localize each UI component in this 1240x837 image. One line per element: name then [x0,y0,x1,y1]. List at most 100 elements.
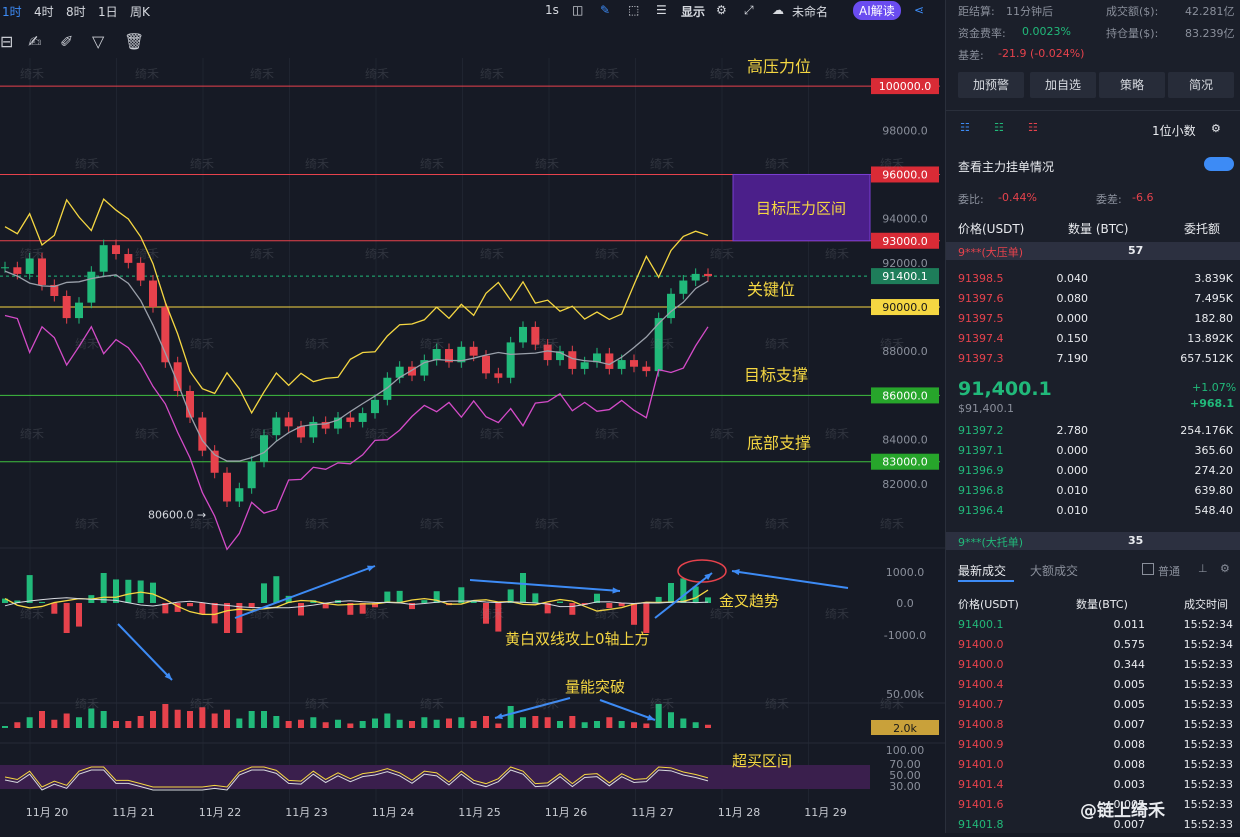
bid-row[interactable]: 91396.4 0.010 548.40 [946,502,1240,522]
brush-icon[interactable]: ✐ [60,32,74,51]
resistance-zone [732,173,871,242]
expand-icon[interactable]: ⬚ [628,3,640,17]
display-button[interactable]: 显示 [681,5,706,19]
ask-row[interactable]: 91397.6 0.080 7.495K [946,290,1240,310]
layout-name[interactable]: 未命名 [792,5,829,19]
watermark-text: 绮禾 [880,337,904,351]
big-ask-row[interactable]: 9***(大压单) 57 [946,242,1240,260]
cell-price: 91397.4 [958,332,1004,345]
settings-icon[interactable]: ⚙ [1211,122,1221,135]
bid-row[interactable]: 91397.2 2.780 254.176K [946,422,1240,442]
timeframe-4h[interactable]: 4时 [34,5,54,19]
overview-button[interactable]: 简况 [1168,72,1234,98]
bid-row[interactable]: 91396.9 0.000 274.20 [946,462,1240,482]
normal-checkbox[interactable] [1142,563,1154,575]
settings-icon-side[interactable]: ⚙ [1220,562,1230,575]
timeframe-8h[interactable]: 8时 [66,5,86,19]
volume-bar [113,721,119,728]
crosshair-icon[interactable]: ⊟ [0,32,14,51]
timeframe-1d[interactable]: 1日 [98,5,118,19]
timeframe-1h[interactable]: 1时 [2,5,22,19]
macd-tick: 1000.0 [886,566,925,579]
watermark-text: 绮禾 [305,697,329,711]
main-orders-toggle[interactable] [1204,157,1234,171]
level-tag [871,166,939,183]
header-qty[interactable]: 数量 (BTC) [1068,222,1129,236]
tab-big-trades[interactable]: 大额成交 [1030,564,1079,578]
seconds-toggle[interactable]: 1s [545,3,559,17]
header-amount[interactable]: 委托额 [1184,222,1221,236]
strategy-button[interactable]: 策略 [1099,72,1165,98]
trash-icon[interactable]: 🗑 [124,32,145,51]
candle-body [13,267,22,274]
header-price: 价格(USDT) [958,222,1025,236]
cell-value: 365.60 [1194,444,1234,457]
filter-icon[interactable]: ▽ [92,32,105,51]
chart-area[interactable]: 100000.0 96000.0 93000.0 90000.0 86000.0 8300… [0,57,945,833]
candle-body [642,366,651,372]
add-favorite-button[interactable]: 加自选 [1030,72,1096,98]
x-axis-label: 11月 25 [458,806,501,819]
trade-row: 91401.0 0.008 15:52:33 [946,756,1240,776]
watermark-text: 绮禾 [250,427,274,441]
add-alert-button[interactable]: 加预警 [958,72,1024,98]
settle-value: 11分钟后 [1006,5,1053,18]
filter-icon-side[interactable]: ⊥ [1198,562,1208,575]
timeframe-week[interactable]: 周K [130,5,150,19]
funding-value: 0.0023% [1022,25,1071,38]
volume-bar [261,711,267,728]
arrow-down [117,623,173,681]
tab-latest-trades[interactable]: 最新成交 [958,564,1007,578]
camera-icon[interactable]: ◫ [572,3,584,17]
bid-row[interactable]: 91396.8 0.010 639.80 [946,482,1240,502]
main-orders-link[interactable]: 查看主力挂单情况 [958,160,1055,174]
big-ask-value: 57 [1128,244,1144,257]
macd-bar [495,603,502,632]
arrow-vol-right [599,699,656,721]
watermark-text: 绮禾 [135,607,159,621]
bollinger-upper [4,198,709,415]
macd-bar [692,586,699,603]
book-asks-icon[interactable]: ☷ [1028,121,1038,134]
edit-icon[interactable]: ✍ [28,32,42,51]
ask-row[interactable]: 91397.5 0.000 182.80 [946,310,1240,330]
watermark-text: 绮禾 [765,337,789,351]
trade-qty: 0.003 [1113,778,1146,791]
ai-button[interactable]: AI解读 [853,1,901,20]
volume-bar [372,718,378,728]
book-both-icon[interactable]: ☷ [960,121,970,134]
candle-body [667,293,675,319]
volume-bar [396,719,403,728]
ask-row[interactable]: 91398.5 0.040 3.839K [946,270,1240,290]
decimals-select[interactable]: 1位小数 [1152,124,1196,138]
pen-icon[interactable]: ✎ [600,3,611,17]
gear-icon[interactable]: ⚙ [716,3,727,17]
watermark-text: 绮禾 [250,247,274,261]
macd-dea [4,597,709,609]
bid-row[interactable]: 91397.1 0.000 365.60 [946,442,1240,462]
ask-row[interactable]: 91397.3 7.190 657.512K [946,350,1240,370]
cell-price: 91397.1 [958,444,1004,457]
fullscreen-icon[interactable]: ⤢ [744,3,754,17]
watermark-text: 绮禾 [710,247,734,261]
cell-value: 639.80 [1194,484,1234,497]
cell-value: 13.892K [1187,332,1233,345]
watermark-text: 绮禾 [480,607,504,621]
volume-tag [871,720,939,735]
macd-bar [63,603,70,633]
trade-row: 91400.1 0.011 15:52:34 [946,616,1240,636]
x-axis-label: 11月 27 [631,806,674,819]
cloud-icon[interactable]: ☁ [772,3,784,17]
book-bids-icon[interactable]: ☷ [994,121,1004,134]
candle-body [112,245,120,255]
list-icon[interactable]: ☰ [656,3,667,17]
price-chart[interactable]: 100000.0 96000.0 93000.0 90000.0 86000.0 8300… [0,57,945,833]
share-icon[interactable]: ⋖ [914,3,925,17]
x-axis-label: 11月 24 [372,806,415,819]
big-bid-row[interactable]: 9***(大托单) 35 [946,532,1240,550]
cell-qty: 0.150 [1056,332,1089,345]
trade-header-qty[interactable]: 数量(BTC) [1076,598,1128,611]
ask-row[interactable]: 91397.4 0.150 13.892K [946,330,1240,350]
volume-bar [557,721,563,728]
watermark-text: 绮禾 [595,247,619,261]
